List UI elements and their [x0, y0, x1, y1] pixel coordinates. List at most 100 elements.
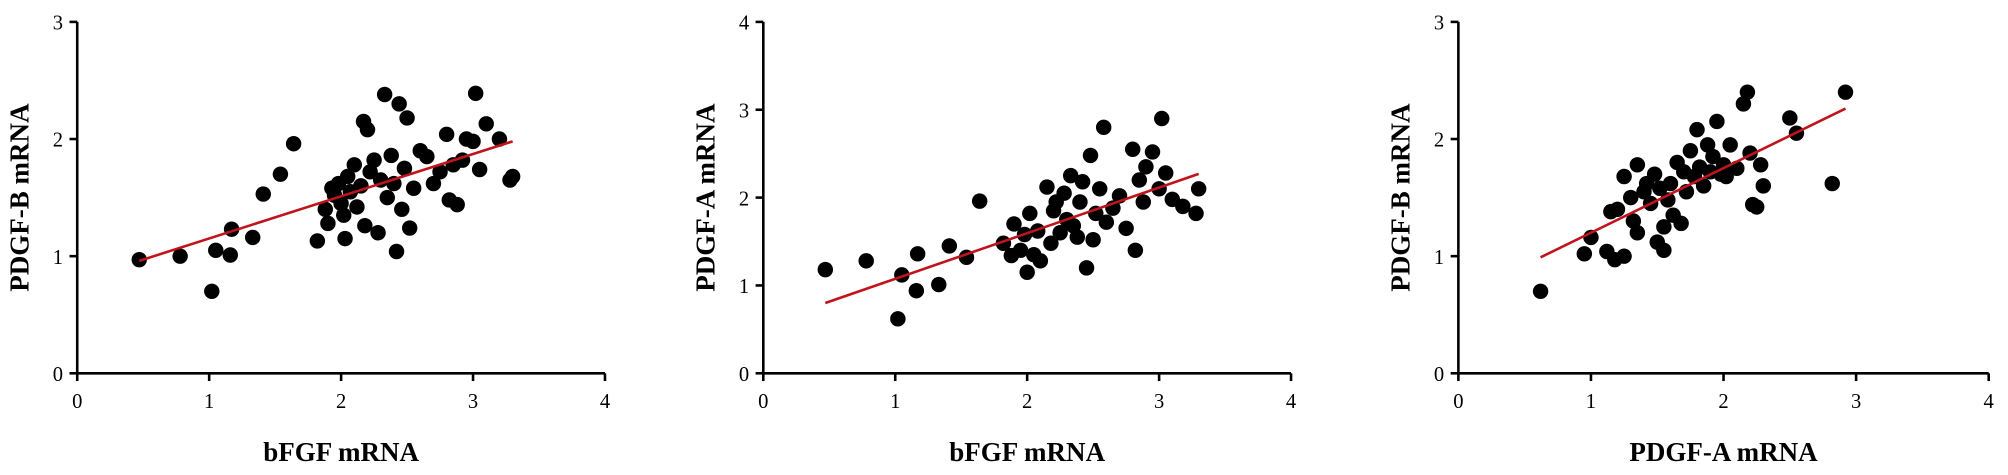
scatter-point: [1673, 215, 1689, 232]
x-tick-label: 2: [1718, 391, 1728, 413]
scatter-chart: 0 1 2 3 4 0 1 2 3 bFGF mRNA PDGF-B mRNA: [4, 13, 610, 467]
y-axis-title: PDGF-B mRNA: [4, 103, 34, 292]
scatter-point: [1056, 185, 1072, 201]
y-tick-label: 1: [739, 276, 749, 298]
scatter-point: [1718, 168, 1734, 185]
scatter-point: [1656, 242, 1672, 259]
scatter-point: [1138, 159, 1154, 175]
scatter-point: [941, 238, 958, 254]
scatter-point: [1019, 264, 1035, 280]
y-axis-title: PDGF-B mRNA: [1385, 103, 1415, 292]
scatter-point: [1074, 174, 1091, 190]
x-axis-title: bFGF mRNA: [263, 437, 419, 467]
scatter-point: [359, 121, 376, 138]
y-tick-label: 2: [739, 188, 749, 210]
scatter-point: [909, 246, 926, 262]
x-tick-label: 3: [1154, 391, 1164, 413]
x-tick-label: 2: [1022, 391, 1032, 413]
scatter-point: [370, 225, 386, 241]
x-tick-label: 1: [1586, 391, 1596, 413]
scatter-point: [401, 220, 418, 236]
scatter-point: [1625, 213, 1642, 229]
x-tick-label: 4: [1984, 391, 1994, 413]
x-tick-label: 1: [890, 391, 900, 413]
y-axis-title: PDGF-A mRNA: [690, 103, 720, 292]
x-tick-label: 0: [72, 391, 82, 413]
scatter-point: [1062, 167, 1079, 184]
scatter-point: [255, 186, 271, 202]
scatter-point: [1656, 219, 1672, 235]
scatter-point: [432, 164, 448, 180]
scatter-point: [1043, 235, 1059, 252]
scatter-point: [471, 161, 488, 178]
scatter-point: [504, 168, 521, 185]
scatter-point: [1695, 178, 1712, 194]
scatter-point: [1052, 225, 1068, 241]
scatter-point: [1662, 175, 1679, 192]
scatter-point: [391, 96, 407, 112]
scatter-point: [346, 157, 363, 173]
x-tick-label: 3: [1851, 391, 1861, 413]
scatter-point: [317, 201, 333, 218]
scatter-point: [971, 193, 988, 209]
scatter-point: [208, 242, 224, 259]
trend-line: [824, 172, 1200, 305]
scatter-point: [1739, 84, 1756, 100]
scatter-point: [337, 230, 353, 247]
scatter-point: [1682, 143, 1699, 159]
scatter-point: [1748, 199, 1765, 215]
scatter-point: [1012, 242, 1029, 259]
scatter-point: [438, 126, 455, 143]
x-tick-label: 1: [204, 391, 214, 413]
scatter-point: [1082, 147, 1099, 164]
scatter-point: [1124, 141, 1141, 158]
scatter-point: [1705, 148, 1721, 165]
scatter-point: [1646, 166, 1663, 182]
scatter-point: [908, 282, 925, 299]
y-tick-label: 3: [739, 100, 749, 122]
scatter-point: [1022, 205, 1038, 222]
scatter-point: [172, 248, 188, 264]
scatter-point: [1157, 165, 1174, 181]
scatter-point: [1175, 198, 1191, 215]
scatter-point: [1069, 229, 1086, 245]
scatter-point: [204, 283, 220, 300]
scatter-point: [1576, 246, 1593, 262]
scatter-point: [1118, 220, 1134, 237]
scatter-point: [366, 152, 382, 168]
scatter-chart: 0 1 2 3 4 0 1 2 3 4 bFGF mRNA PDGF-A mRNA: [690, 13, 1296, 467]
scatter-point: [379, 189, 396, 206]
scatter-point: [396, 160, 413, 177]
y-tick-label: 1: [53, 247, 63, 269]
trend-line: [138, 140, 514, 263]
scatter-point: [394, 201, 410, 218]
scatter-point: [244, 229, 261, 246]
scatter-point: [817, 261, 834, 278]
scatter-point: [1188, 205, 1204, 222]
x-tick-label: 4: [1286, 391, 1296, 413]
scatter-point: [1032, 253, 1049, 269]
scatter-point: [222, 247, 238, 263]
scatter-point: [405, 180, 422, 196]
scatter-point: [1532, 283, 1549, 300]
scatter-point: [1752, 157, 1769, 173]
scatter-point: [339, 168, 356, 185]
scatter-point: [285, 135, 302, 152]
scatter-point: [1755, 178, 1772, 194]
x-axis-title: bFGF mRNA: [949, 437, 1105, 467]
scatter-point: [1098, 214, 1115, 230]
y-tick-label: 0: [1434, 364, 1444, 386]
scatter-point: [1824, 175, 1840, 192]
scatter-point: [858, 253, 874, 269]
scatter-point: [349, 199, 365, 215]
scatter-point: [1039, 179, 1055, 195]
scatter-point: [890, 311, 906, 327]
scatter-point: [388, 243, 405, 260]
scatter-point: [419, 148, 435, 165]
scatter-point: [1629, 157, 1646, 173]
x-tick-label: 0: [1453, 391, 1463, 413]
scatter-point: [467, 85, 484, 102]
scatter-point: [1144, 144, 1161, 160]
